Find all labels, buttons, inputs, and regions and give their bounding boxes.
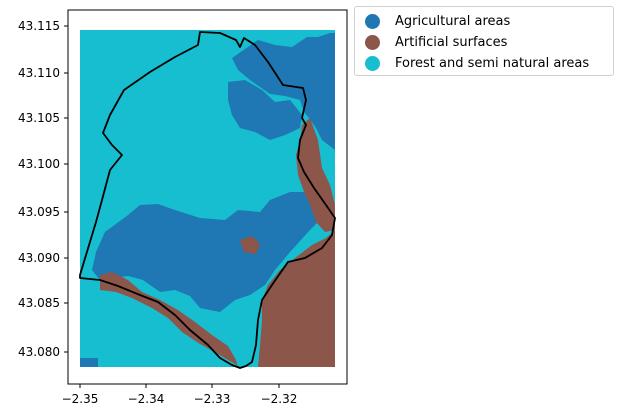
- legend-swatch: [365, 34, 380, 50]
- y-tick-label: 43.085: [18, 296, 60, 310]
- legend: Agricultural areas Artificial surfaces F…: [354, 6, 614, 76]
- y-tick-label: 43.100: [18, 157, 60, 171]
- legend-item-forest: Forest and semi natural areas: [365, 53, 589, 73]
- x-axis: −2.35 −2.34 −2.33 −2.32: [62, 384, 298, 406]
- agricultural-area-north: [232, 33, 335, 150]
- agricultural-area-sw-corner: [80, 358, 98, 367]
- y-tick-label: 43.090: [18, 251, 60, 265]
- x-tick-label: −2.32: [261, 392, 298, 406]
- y-axis: 43.080 43.085 43.090 43.095 43.100 43.10…: [18, 19, 68, 359]
- agricultural-areas: [80, 33, 335, 367]
- agricultural-area-east-pocket: [228, 80, 302, 140]
- x-tick-label: −2.33: [194, 392, 231, 406]
- legend-swatch: [365, 55, 380, 71]
- y-tick-label: 43.105: [18, 111, 60, 125]
- artificial-area-small-patch: [240, 236, 260, 254]
- legend-label: Agricultural areas: [395, 13, 511, 29]
- y-tick-label: 43.110: [18, 66, 60, 80]
- legend-item-agricultural: Agricultural areas: [365, 11, 510, 31]
- y-tick-label: 43.115: [18, 19, 60, 33]
- legend-item-artificial: Artificial surfaces: [365, 32, 507, 52]
- legend-label: Forest and semi natural areas: [395, 55, 590, 71]
- municipality-boundary: [79, 31, 336, 369]
- legend-swatch: [365, 13, 380, 29]
- x-tick-label: −2.35: [62, 392, 99, 406]
- artificial-area-south: [100, 230, 335, 367]
- x-tick-label: −2.34: [128, 392, 165, 406]
- legend-label: Artificial surfaces: [395, 34, 508, 50]
- agricultural-area-mid-strip: [180, 242, 268, 292]
- y-tick-label: 43.095: [18, 205, 60, 219]
- y-tick-label: 43.080: [18, 345, 60, 359]
